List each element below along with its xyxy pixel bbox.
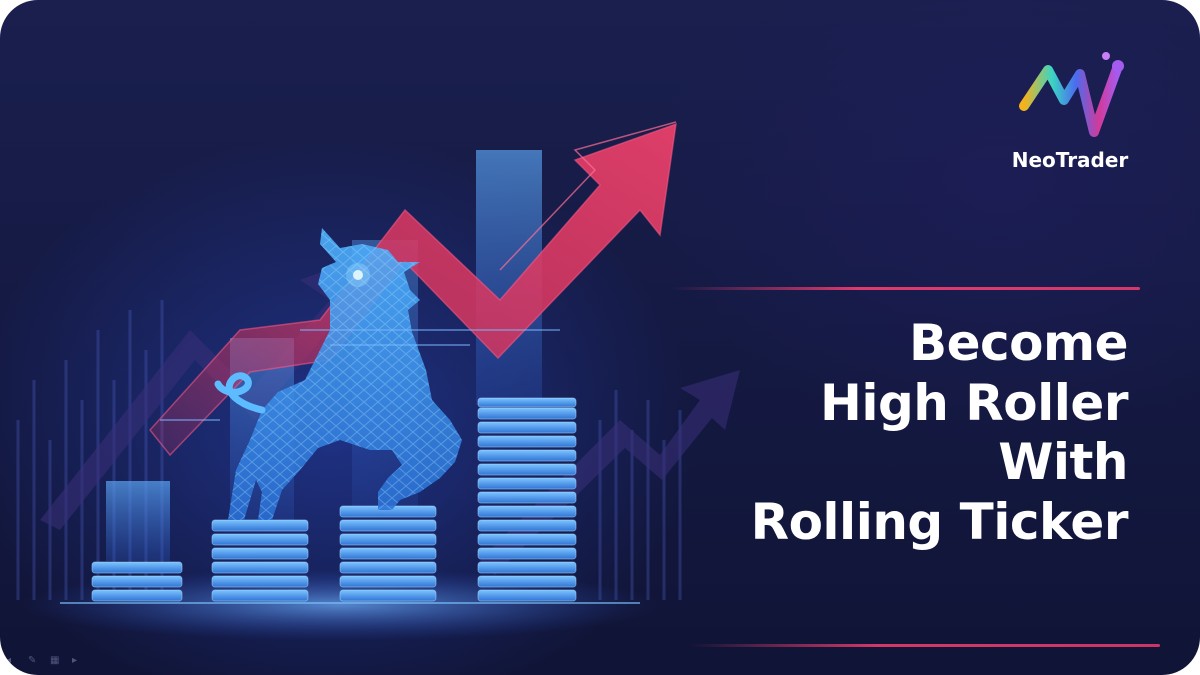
headline-line-1: Become xyxy=(908,314,1129,372)
bottom-divider xyxy=(690,644,1160,647)
bull-icon xyxy=(214,228,462,520)
brand-logo[interactable]: NeoTrader xyxy=(1000,44,1140,184)
back-icon[interactable]: ◂ xyxy=(6,655,12,666)
neotrader-zigzag-logo-icon xyxy=(1019,52,1124,137)
coin-stacks xyxy=(91,397,577,602)
pen-icon[interactable]: ✎ xyxy=(28,655,37,666)
slides-icon[interactable]: ▦ xyxy=(50,655,60,666)
headline: Become High Roller With Rolling Ticker xyxy=(608,314,1129,552)
headline-line-3: With xyxy=(998,433,1128,491)
brand-name: NeoTrader xyxy=(1011,148,1129,172)
top-divider xyxy=(672,287,1140,290)
headline-line-2: High Roller xyxy=(820,373,1128,432)
headline-line-4: Rolling Ticker xyxy=(750,492,1129,551)
slide-toolbar: ◂ ✎ ▦ ▸ xyxy=(6,656,84,666)
more-icon[interactable]: ▸ xyxy=(72,655,78,666)
